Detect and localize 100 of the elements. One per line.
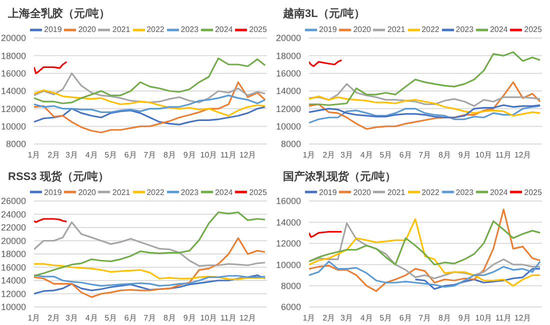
line-series (414, 268, 541, 290)
line-series (34, 61, 68, 74)
legend-label: 2025 (523, 25, 542, 34)
y-tick-label: 12000 (276, 238, 301, 248)
line-series (34, 274, 266, 286)
x-tick-label: 4月 (85, 313, 98, 322)
line-series (309, 81, 541, 130)
y-tick-label: 14000 (0, 275, 26, 286)
y-tick-label: 12000 (0, 288, 26, 298)
legend-label: 2021 (386, 25, 406, 34)
legend-label: 2024 (488, 25, 508, 34)
legend-label: 2019 (318, 25, 337, 34)
line-series (309, 260, 541, 288)
x-tick-label: 2月 (322, 150, 336, 160)
y-tick-label: 16000 (0, 68, 26, 79)
y-tick-label: 18000 (0, 248, 26, 259)
x-tick-label: 5月 (380, 150, 392, 160)
chart-title: 国产浓乳现货（元/吨） (282, 170, 398, 182)
legend-label: 2021 (111, 25, 130, 34)
line-series (309, 59, 342, 68)
x-tick-label: 8月 (163, 313, 176, 322)
x-tick-label: 6月 (399, 150, 412, 160)
x-tick-label: 6月 (399, 313, 412, 322)
y-tick-label: 16000 (276, 68, 301, 79)
y-tick-label: 16000 (0, 262, 26, 272)
legend-label: 2019 (43, 188, 62, 196)
x-tick-label: 11月 (495, 313, 512, 322)
line-series (309, 51, 541, 106)
x-tick-label: 2月 (48, 150, 60, 160)
y-tick-label: 10000 (0, 122, 26, 132)
y-tick-label: 26000 (0, 196, 26, 206)
legend-label: 2020 (77, 188, 96, 196)
legend-label: 2020 (352, 25, 371, 34)
x-tick-label: 10月 (200, 150, 218, 160)
x-tick-label: 7月 (144, 313, 156, 322)
line-series (34, 106, 266, 126)
x-tick-label: 12月 (514, 313, 532, 322)
x-tick-label: 3月 (340, 150, 353, 160)
legend-label: 2019 (43, 25, 62, 34)
legend-label: 2021 (111, 188, 130, 196)
line-series (34, 72, 266, 104)
legend-label: 2023 (180, 25, 199, 34)
x-tick-label: 8月 (438, 150, 451, 160)
y-tick-label: 20000 (0, 33, 26, 44)
x-tick-label: 7月 (144, 150, 156, 160)
legend-label: 2022 (420, 188, 440, 196)
y-tick-label: 22000 (0, 222, 26, 232)
x-tick-label: 12月 (239, 150, 256, 160)
legend-label: 2019 (318, 188, 337, 196)
line-series (309, 218, 541, 286)
y-tick-label: 12000 (276, 104, 301, 114)
y-tick-label: 8000 (6, 139, 26, 150)
legend-label: 2020 (77, 25, 96, 34)
x-tick-label: 4月 (85, 150, 98, 160)
x-tick-label: 4月 (360, 150, 373, 160)
y-tick-label: 24000 (0, 208, 26, 219)
x-tick-label: 2月 (48, 313, 60, 322)
x-tick-label: 1月 (28, 313, 40, 322)
y-tick-label: 8000 (280, 139, 301, 150)
x-tick-label: 10月 (200, 313, 218, 322)
legend-label: 2022 (146, 188, 164, 196)
line-series (34, 220, 266, 266)
y-tick-label: 14000 (276, 86, 301, 96)
x-tick-label: 9月 (458, 313, 471, 322)
x-tick-label: 10月 (475, 150, 492, 160)
line-series (309, 220, 541, 265)
line-series (309, 83, 541, 107)
line-series (34, 274, 266, 294)
line-series (309, 105, 541, 124)
legend-label: 2024 (214, 25, 233, 34)
x-tick-label: 3月 (66, 313, 78, 322)
x-tick-label: 12月 (514, 150, 532, 160)
x-tick-label: 2月 (322, 313, 336, 322)
x-tick-label: 6月 (124, 313, 137, 322)
legend-label: 2025 (523, 188, 542, 196)
line-series (34, 94, 266, 113)
x-tick-label: 6月 (124, 150, 137, 160)
legend-label: 2023 (180, 188, 199, 196)
y-tick-label: 20000 (0, 235, 26, 246)
y-tick-label: 16000 (276, 196, 301, 206)
x-tick-label: 11月 (220, 150, 237, 160)
line-series (34, 262, 266, 280)
line-series (34, 210, 266, 276)
y-tick-label: 18000 (276, 50, 301, 61)
x-tick-label: 4月 (360, 313, 373, 322)
legend-label: 2024 (488, 188, 508, 196)
legend-label: 2023 (454, 25, 474, 34)
y-tick-label: 14000 (0, 86, 26, 96)
x-tick-label: 10月 (475, 313, 492, 322)
line-series (309, 104, 541, 118)
x-tick-label: 7月 (418, 150, 432, 160)
y-tick-label: 10000 (276, 122, 301, 132)
legend-label: 2022 (420, 25, 440, 34)
x-tick-label: 1月 (302, 150, 316, 160)
y-tick-label: 14000 (276, 216, 301, 227)
x-tick-label: 1月 (28, 150, 40, 160)
x-tick-label: 8月 (438, 313, 451, 322)
x-tick-label: 1月 (302, 313, 316, 322)
line-series (34, 89, 266, 117)
y-tick-label: 12000 (0, 104, 26, 114)
